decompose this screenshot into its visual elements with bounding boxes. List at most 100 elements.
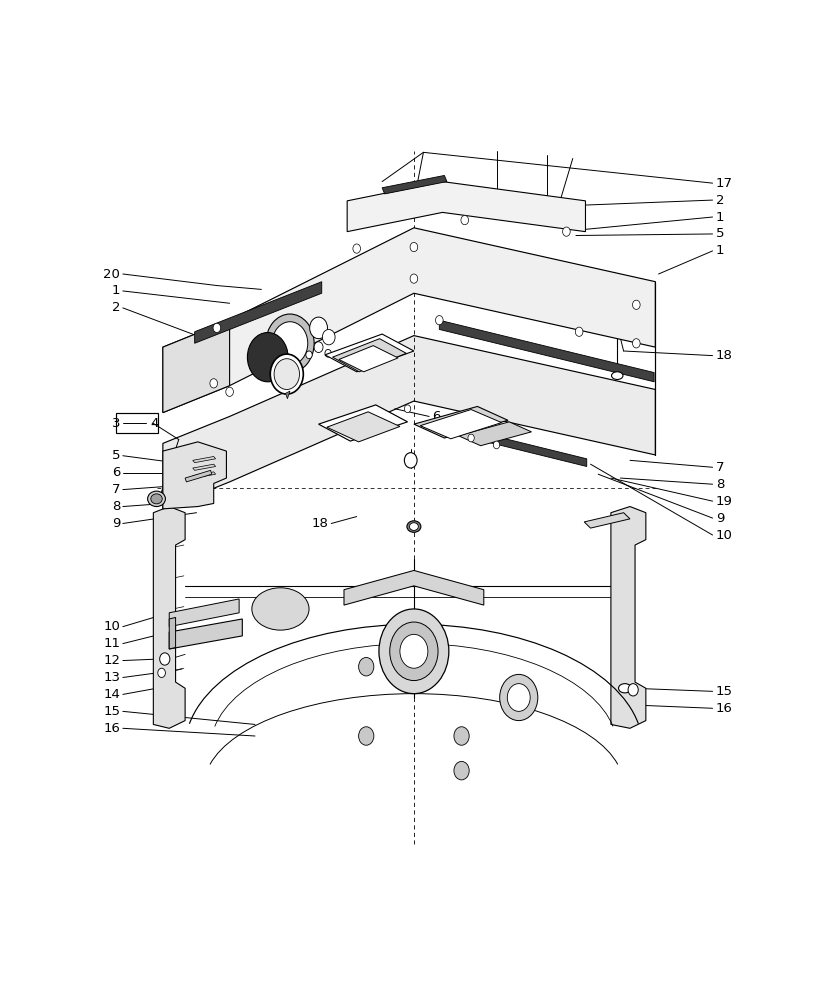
Circle shape	[575, 327, 582, 336]
Ellipse shape	[409, 523, 418, 530]
Polygon shape	[185, 470, 211, 482]
Circle shape	[627, 684, 637, 696]
Polygon shape	[333, 339, 405, 372]
Text: 20: 20	[103, 267, 120, 280]
Circle shape	[410, 274, 417, 283]
Polygon shape	[439, 320, 654, 382]
Circle shape	[400, 634, 428, 668]
Text: 6: 6	[111, 466, 120, 479]
Polygon shape	[583, 513, 629, 528]
Circle shape	[210, 379, 217, 388]
Circle shape	[213, 323, 220, 333]
Text: 1: 1	[111, 284, 120, 297]
Circle shape	[272, 322, 307, 365]
Text: 2: 2	[715, 194, 723, 207]
Circle shape	[389, 622, 437, 681]
Circle shape	[562, 227, 569, 236]
Ellipse shape	[406, 521, 420, 532]
Circle shape	[225, 387, 233, 396]
Text: 5: 5	[715, 227, 723, 240]
Polygon shape	[163, 228, 654, 413]
Text: 16: 16	[715, 702, 731, 715]
Text: 9: 9	[715, 512, 723, 525]
Text: 16: 16	[103, 722, 120, 735]
Text: 8: 8	[715, 478, 723, 491]
Text: 1: 1	[715, 244, 723, 257]
Polygon shape	[610, 507, 645, 728]
Text: 2: 2	[111, 301, 120, 314]
Circle shape	[157, 668, 165, 677]
Circle shape	[378, 609, 448, 694]
Text: 5: 5	[111, 449, 120, 462]
Circle shape	[460, 215, 468, 225]
Polygon shape	[344, 570, 483, 605]
Polygon shape	[461, 428, 586, 466]
Ellipse shape	[151, 494, 162, 504]
Circle shape	[358, 657, 373, 676]
Text: 15: 15	[103, 705, 120, 718]
Circle shape	[322, 329, 335, 345]
Polygon shape	[382, 175, 446, 194]
Ellipse shape	[251, 588, 309, 630]
Text: 12: 12	[103, 654, 120, 667]
Polygon shape	[153, 507, 185, 728]
Circle shape	[435, 316, 442, 325]
Circle shape	[454, 727, 468, 745]
Circle shape	[247, 333, 287, 382]
Circle shape	[324, 349, 331, 357]
Circle shape	[493, 441, 499, 449]
Polygon shape	[327, 412, 400, 442]
Polygon shape	[163, 442, 226, 509]
Text: 11: 11	[103, 637, 120, 650]
Polygon shape	[169, 599, 239, 627]
Circle shape	[404, 405, 410, 413]
Text: 17: 17	[715, 177, 732, 190]
Text: 7: 7	[715, 461, 723, 474]
Ellipse shape	[611, 372, 622, 379]
Circle shape	[265, 314, 314, 373]
Circle shape	[468, 434, 473, 442]
Polygon shape	[324, 334, 414, 372]
Circle shape	[631, 300, 640, 309]
Polygon shape	[163, 336, 654, 509]
Text: 18: 18	[311, 517, 328, 530]
Polygon shape	[163, 320, 229, 413]
Ellipse shape	[618, 684, 631, 693]
Polygon shape	[192, 472, 215, 478]
Text: 14: 14	[103, 688, 120, 701]
Circle shape	[160, 653, 170, 665]
Circle shape	[305, 351, 312, 359]
Text: 7: 7	[111, 483, 120, 496]
Circle shape	[310, 317, 327, 339]
Circle shape	[410, 242, 417, 252]
Ellipse shape	[147, 491, 165, 507]
Polygon shape	[169, 619, 242, 649]
Polygon shape	[420, 410, 501, 439]
Text: 8: 8	[111, 500, 120, 513]
Polygon shape	[194, 282, 321, 343]
Text: 19: 19	[715, 495, 731, 508]
Circle shape	[507, 684, 530, 711]
Polygon shape	[318, 405, 407, 441]
Text: 10: 10	[715, 529, 731, 542]
Circle shape	[631, 339, 640, 348]
Polygon shape	[192, 456, 215, 463]
Polygon shape	[169, 617, 175, 649]
Text: 1: 1	[715, 211, 723, 224]
Text: 6: 6	[431, 410, 440, 423]
Text: 9: 9	[111, 517, 120, 530]
Text: 13: 13	[103, 671, 120, 684]
Polygon shape	[285, 391, 290, 399]
Circle shape	[454, 761, 468, 780]
Polygon shape	[414, 406, 507, 438]
Circle shape	[352, 244, 360, 253]
Polygon shape	[346, 182, 585, 232]
Text: 4: 4	[150, 417, 158, 430]
Polygon shape	[338, 346, 397, 372]
Polygon shape	[458, 422, 531, 446]
Circle shape	[358, 727, 373, 745]
Circle shape	[366, 416, 372, 424]
Text: 10: 10	[103, 620, 120, 633]
Text: 15: 15	[715, 685, 732, 698]
Circle shape	[314, 342, 323, 353]
